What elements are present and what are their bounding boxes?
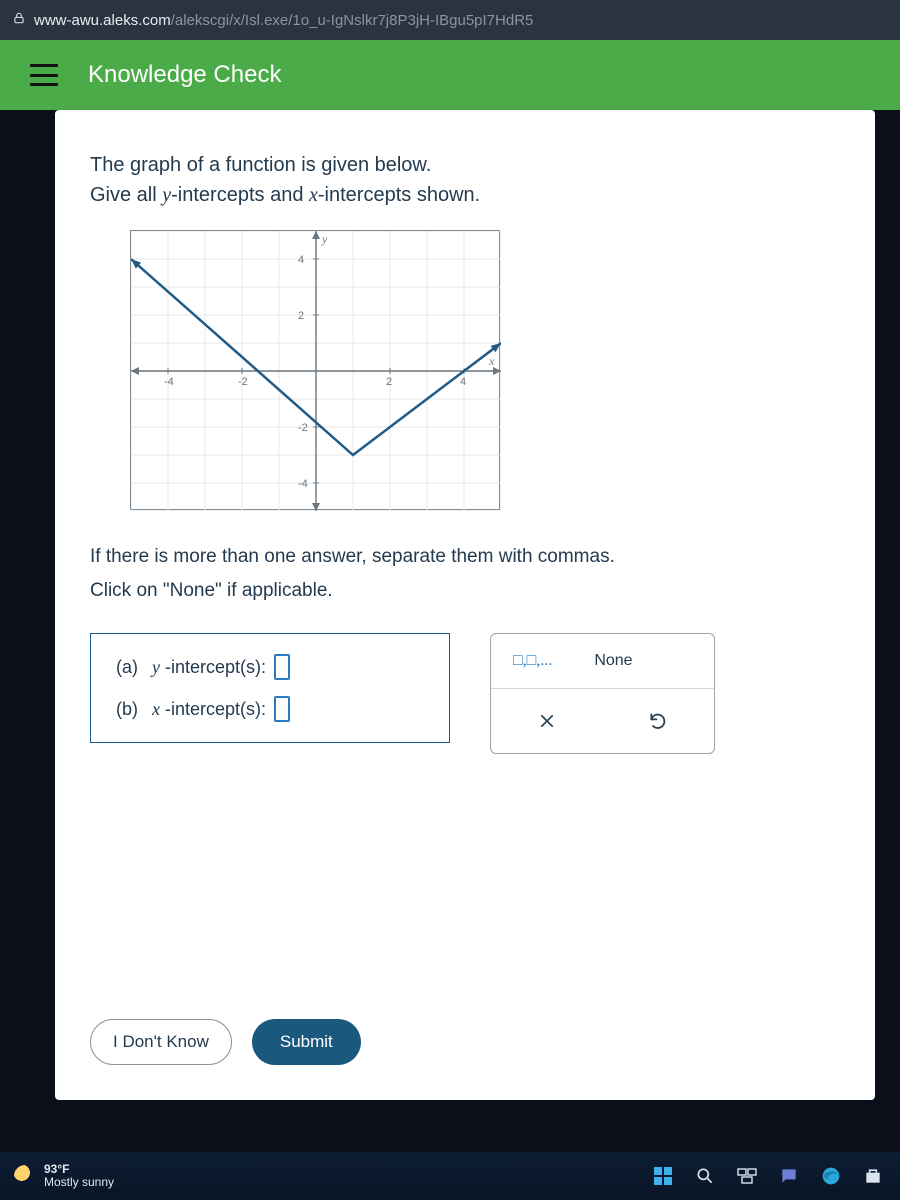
weather-widget[interactable]: 93°F Mostly sunny — [14, 1163, 114, 1189]
tool-panel: □,□,... None — [490, 633, 715, 754]
question-text: The graph of a function is given below. … — [90, 150, 840, 210]
store-icon[interactable] — [860, 1163, 886, 1189]
svg-text:4: 4 — [298, 254, 304, 266]
task-view-icon[interactable] — [734, 1163, 760, 1189]
answer-a-row: (a) y -intercept(s): — [116, 654, 424, 680]
undo-icon[interactable] — [633, 701, 683, 741]
url-path: /alekscgi/x/Isl.exe/1o_u-IgNslkr7j8P3jH-… — [171, 12, 534, 29]
svg-text:-4: -4 — [298, 478, 308, 490]
instruction-line1: If there is more than one answer, separa… — [90, 540, 840, 574]
answer-box: (a) y -intercept(s): (b) x -intercept(s)… — [90, 633, 450, 743]
answer-b-row: (b) x -intercept(s): — [116, 696, 424, 722]
clear-icon[interactable] — [522, 701, 572, 741]
browser-url-bar: www-awu.aleks.com/alekscgi/x/Isl.exe/1o_… — [0, 0, 900, 40]
menu-icon[interactable] — [30, 64, 58, 86]
none-tool[interactable]: None — [588, 648, 638, 674]
lock-icon — [12, 11, 26, 29]
content-panel: The graph of a function is given below. … — [55, 110, 875, 1100]
svg-text:2: 2 — [386, 376, 392, 388]
page-title: Knowledge Check — [88, 61, 281, 89]
edge-icon[interactable] — [818, 1163, 844, 1189]
comma-list-tool[interactable]: □,□,... — [507, 648, 558, 674]
weather-condition: Mostly sunny — [44, 1176, 114, 1189]
instruction-line2: Click on "None" if applicable. — [90, 574, 840, 608]
app-header: Knowledge Check — [0, 40, 900, 110]
instruction-text: If there is more than one answer, separa… — [90, 540, 840, 608]
url-domain: www-awu.aleks.com — [34, 12, 171, 29]
dont-know-button[interactable]: I Don't Know — [90, 1019, 232, 1065]
svg-text:y: y — [321, 232, 328, 246]
svg-text:x: x — [488, 354, 495, 368]
function-graph: -4 -2 2 4 -4 -2 2 4 x y — [130, 230, 500, 510]
start-icon[interactable] — [650, 1163, 676, 1189]
svg-text:2: 2 — [298, 310, 304, 322]
taskbar: 93°F Mostly sunny — [0, 1152, 900, 1200]
search-icon[interactable] — [692, 1163, 718, 1189]
svg-text:-2: -2 — [238, 376, 248, 388]
x-intercept-input[interactable] — [274, 696, 290, 722]
svg-text:-2: -2 — [298, 422, 308, 434]
y-intercept-input[interactable] — [274, 654, 290, 680]
chat-icon[interactable] — [776, 1163, 802, 1189]
svg-text:-4: -4 — [164, 376, 174, 388]
submit-button[interactable]: Submit — [252, 1019, 361, 1065]
weather-icon — [14, 1165, 36, 1187]
url-text[interactable]: www-awu.aleks.com/alekscgi/x/Isl.exe/1o_… — [34, 12, 533, 29]
question-line2: Give all y-intercepts and x-intercepts s… — [90, 180, 840, 210]
question-line1: The graph of a function is given below. — [90, 150, 840, 180]
svg-text:4: 4 — [460, 376, 466, 388]
